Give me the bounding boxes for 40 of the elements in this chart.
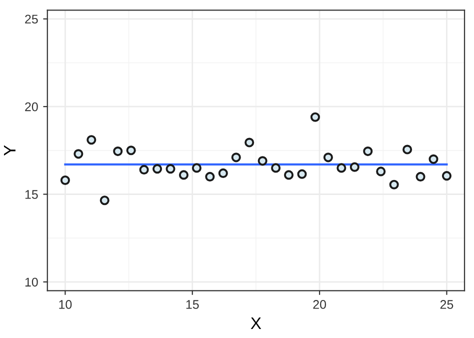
point	[113, 146, 123, 156]
point	[376, 166, 386, 176]
point	[231, 152, 241, 162]
y-axis-title: Y	[4, 145, 16, 156]
point	[218, 168, 228, 178]
x-tick-label: 15	[186, 300, 199, 309]
point	[402, 144, 412, 154]
y-tick-label: 20	[25, 102, 38, 112]
point	[60, 175, 70, 185]
x-tick-label: 25	[440, 300, 454, 309]
point	[297, 169, 307, 179]
y-tick-label: 25	[25, 14, 38, 24]
point	[310, 112, 320, 122]
point	[363, 146, 373, 156]
point	[428, 154, 438, 164]
point	[350, 162, 360, 172]
point	[244, 138, 254, 148]
point	[152, 164, 162, 174]
point	[323, 152, 333, 162]
x-axis-title: X	[250, 318, 262, 329]
point	[192, 163, 202, 173]
point	[271, 163, 281, 173]
y-tick-label: 15	[25, 190, 38, 199]
point	[100, 196, 110, 206]
point	[178, 170, 189, 180]
y-tick-label: 10	[25, 278, 38, 287]
point	[442, 171, 452, 181]
point	[126, 146, 136, 156]
point	[74, 149, 84, 159]
x-tick-label: 10	[59, 300, 72, 309]
point	[86, 135, 96, 145]
point	[336, 163, 346, 173]
point	[258, 156, 268, 166]
point	[166, 164, 176, 174]
x-tick-label: 20	[313, 300, 326, 309]
point	[205, 172, 215, 182]
point	[139, 164, 149, 174]
point	[389, 180, 399, 190]
point	[416, 172, 426, 182]
point	[284, 170, 294, 180]
